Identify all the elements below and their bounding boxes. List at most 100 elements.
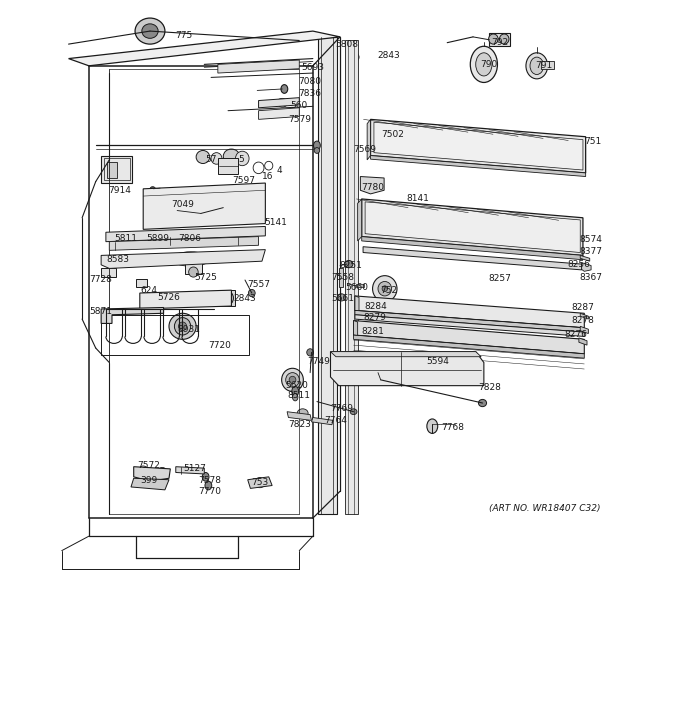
Bar: [318, 37, 337, 515]
Text: 5899: 5899: [147, 233, 169, 243]
Text: 775: 775: [175, 31, 192, 40]
Polygon shape: [580, 313, 588, 319]
Polygon shape: [330, 352, 484, 386]
Text: 7823: 7823: [288, 420, 311, 429]
Text: 7572: 7572: [137, 461, 160, 470]
Polygon shape: [579, 338, 587, 345]
Text: 5693: 5693: [301, 64, 324, 72]
Text: 5871: 5871: [90, 307, 113, 316]
Ellipse shape: [205, 481, 211, 490]
Bar: [101, 315, 249, 355]
Text: 16: 16: [262, 172, 273, 181]
Polygon shape: [367, 120, 371, 160]
Text: 7558: 7558: [331, 273, 354, 281]
Polygon shape: [355, 310, 584, 332]
Polygon shape: [69, 31, 340, 66]
Text: 790: 790: [481, 60, 498, 69]
Text: 7569: 7569: [353, 144, 376, 154]
Text: 5808: 5808: [335, 40, 358, 49]
Bar: [107, 162, 118, 178]
Ellipse shape: [307, 349, 313, 356]
Bar: [101, 156, 133, 183]
Text: 57: 57: [205, 155, 217, 165]
Text: 7749: 7749: [307, 357, 330, 365]
Polygon shape: [258, 98, 299, 108]
Polygon shape: [143, 183, 265, 229]
Ellipse shape: [479, 399, 487, 407]
Bar: [104, 159, 130, 180]
Polygon shape: [175, 467, 204, 474]
Ellipse shape: [378, 281, 392, 296]
Ellipse shape: [350, 409, 357, 415]
Text: 8278: 8278: [571, 316, 594, 325]
Text: 8574: 8574: [579, 235, 602, 244]
Ellipse shape: [382, 286, 388, 291]
Text: 7768: 7768: [441, 423, 464, 432]
Polygon shape: [106, 226, 265, 241]
Polygon shape: [580, 262, 591, 271]
Text: 7780: 7780: [361, 183, 384, 192]
Ellipse shape: [178, 322, 186, 331]
Ellipse shape: [254, 478, 265, 488]
Text: 8279: 8279: [364, 313, 387, 322]
Ellipse shape: [297, 409, 308, 418]
Polygon shape: [218, 60, 299, 73]
Text: 5: 5: [238, 155, 244, 165]
Text: 5141: 5141: [265, 218, 288, 227]
Text: 5594: 5594: [426, 357, 449, 365]
Ellipse shape: [489, 34, 498, 44]
Text: (ART NO. WR18407 C32): (ART NO. WR18407 C32): [490, 504, 601, 513]
Polygon shape: [354, 320, 584, 354]
Text: 7557: 7557: [247, 280, 270, 289]
Text: 8931: 8931: [178, 326, 201, 334]
Ellipse shape: [223, 194, 253, 220]
Polygon shape: [311, 418, 333, 425]
Text: 8367: 8367: [579, 273, 602, 281]
Text: 8377: 8377: [579, 247, 602, 256]
Ellipse shape: [282, 368, 303, 392]
Ellipse shape: [292, 386, 299, 397]
Text: 5127: 5127: [184, 464, 206, 473]
Ellipse shape: [169, 313, 196, 339]
Ellipse shape: [476, 53, 492, 76]
Bar: [185, 262, 201, 274]
Text: 8287: 8287: [571, 303, 594, 312]
Polygon shape: [248, 477, 272, 489]
Bar: [541, 61, 554, 70]
Polygon shape: [365, 202, 580, 252]
Bar: [218, 159, 238, 174]
Text: 792: 792: [492, 38, 509, 47]
Polygon shape: [360, 176, 384, 194]
Text: 7770: 7770: [198, 486, 221, 496]
Bar: [218, 290, 235, 306]
Polygon shape: [330, 352, 481, 357]
Text: 7769: 7769: [330, 405, 353, 413]
Polygon shape: [371, 156, 585, 176]
Polygon shape: [355, 315, 584, 336]
Ellipse shape: [135, 18, 165, 44]
Text: 7836: 7836: [299, 89, 322, 98]
Ellipse shape: [248, 289, 255, 297]
Text: 8251: 8251: [339, 261, 362, 270]
Text: 8583: 8583: [106, 254, 129, 263]
Polygon shape: [134, 467, 171, 481]
Text: 7828: 7828: [478, 384, 500, 392]
Polygon shape: [580, 255, 590, 261]
Ellipse shape: [313, 141, 320, 150]
Polygon shape: [140, 290, 231, 309]
Text: 7080: 7080: [299, 77, 322, 86]
Ellipse shape: [292, 394, 298, 401]
Text: 5660: 5660: [345, 283, 368, 291]
Ellipse shape: [174, 318, 190, 335]
Text: 8511: 8511: [288, 392, 311, 400]
Polygon shape: [354, 335, 584, 358]
Ellipse shape: [314, 148, 320, 154]
Text: 5620: 5620: [285, 381, 308, 390]
Ellipse shape: [143, 476, 157, 487]
Text: 7502: 7502: [381, 130, 405, 139]
Polygon shape: [258, 108, 299, 120]
Ellipse shape: [220, 291, 233, 305]
Polygon shape: [355, 296, 584, 328]
Text: 7049: 7049: [171, 200, 194, 210]
Text: 8141: 8141: [406, 194, 429, 204]
